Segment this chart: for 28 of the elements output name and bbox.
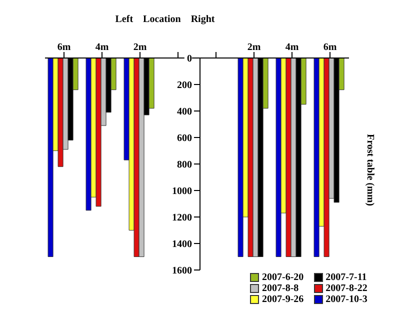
x-axis-title: Left Location Right [114, 14, 216, 25]
bar [314, 58, 320, 257]
y-tick-label: 400 [177, 106, 192, 118]
x-tick-label: 4m [285, 42, 300, 53]
bar [276, 58, 282, 257]
bar [48, 58, 54, 257]
x-tick-label: 6m [323, 42, 338, 53]
legend-label: 2007-7-11 [326, 272, 367, 283]
legend-label: 2007-10-3 [326, 294, 368, 305]
bar [86, 58, 92, 211]
y-axis-title: Frost table (mm) [364, 134, 376, 206]
x-tick-label: 6m [57, 42, 72, 53]
legend-label: 2007-8-22 [326, 283, 368, 294]
y-tick-label: 800 [177, 160, 192, 170]
y-tick-label: 1400 [172, 239, 192, 250]
y-tick-label: 600 [177, 133, 192, 144]
y-tick-label: 1600 [172, 266, 192, 276]
legend-label: 2007-6-20 [262, 272, 304, 283]
legend-label: 2007-8-8 [262, 283, 299, 294]
y-tick-label: 0 [187, 54, 192, 64]
y-tick-label: 1200 [172, 212, 192, 224]
legend-label: 2007-9-26 [262, 294, 304, 305]
y-tick-label: 1000 [172, 186, 192, 197]
bar [238, 58, 244, 257]
y-tick-label: 200 [177, 80, 192, 91]
x-tick-label: 4m [95, 42, 110, 53]
x-tick-label: 2m [133, 42, 148, 53]
x-tick-label: 2m [247, 42, 262, 53]
